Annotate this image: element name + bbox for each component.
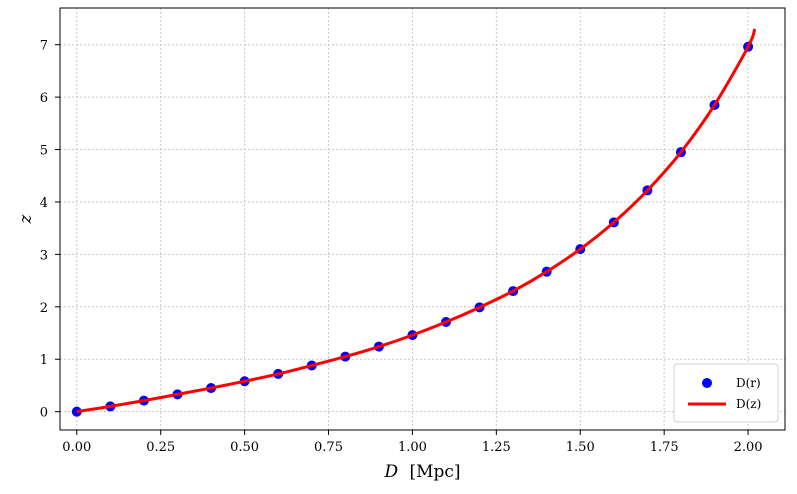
x-tick-label: 0.25	[146, 440, 175, 455]
y-tick-label: 5	[40, 144, 48, 159]
y-tick-label: 1	[40, 353, 48, 368]
y-tick-label: 2	[40, 301, 48, 316]
legend: D(r) D(z)	[673, 363, 779, 423]
series-line-dz	[76, 28, 757, 414]
x-tick-label: 2.00	[734, 440, 763, 455]
legend-label-dr: D(r)	[736, 376, 761, 390]
ticks: 0.00 0.25 0.50 0.75 1.00 1.25 1.50 1.75 2.00 0 1 2 3…	[40, 39, 763, 455]
x-tick-label: 0.00	[62, 440, 91, 455]
legend-label-dz: D(z)	[736, 397, 761, 411]
legend-box	[673, 363, 779, 423]
x-axis-label: D [Mpc]	[383, 462, 460, 482]
x-tick-label: 1.25	[482, 440, 511, 455]
x-tick-label: 1.75	[650, 440, 679, 455]
y-axis-label: z	[16, 213, 36, 224]
x-tick-label: 1.00	[398, 440, 427, 455]
plot-area	[71, 28, 757, 417]
y-tick-label: 4	[40, 196, 48, 211]
plot-frame	[59, 7, 786, 431]
x-tick-label: 0.50	[230, 440, 259, 455]
legend-marker-dr	[702, 378, 712, 388]
y-tick-label: 6	[40, 91, 48, 106]
x-tick-label: 0.75	[314, 440, 343, 455]
y-tick-label: 7	[40, 39, 48, 54]
grid	[60, 8, 785, 430]
y-tick-label: 3	[40, 248, 48, 263]
x-tick-label: 1.50	[566, 440, 595, 455]
y-tick-label: 0	[40, 406, 48, 421]
